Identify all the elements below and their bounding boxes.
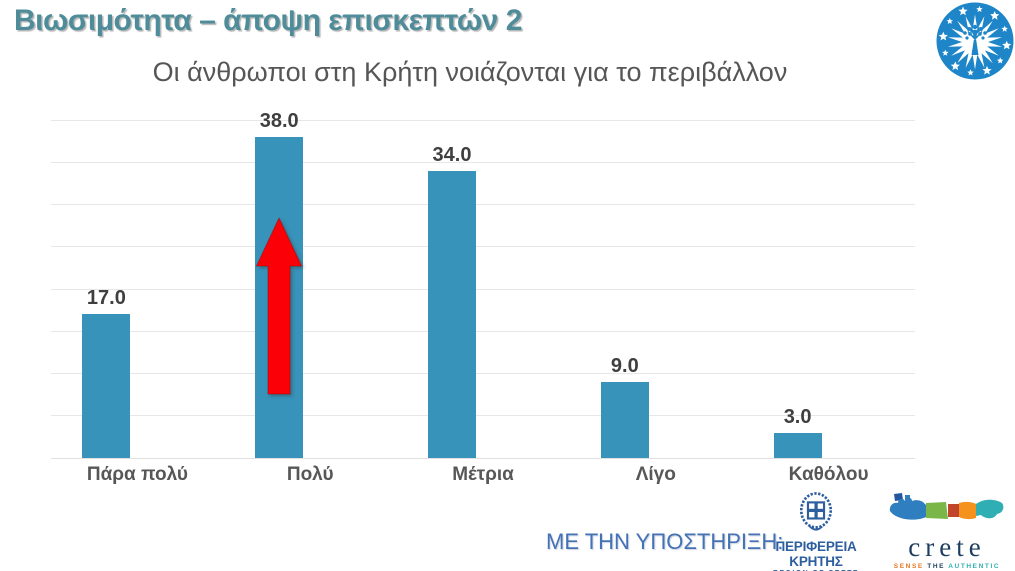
star-icon	[1002, 40, 1012, 50]
region-of-crete-emblem-icon	[799, 492, 833, 531]
star-icon	[958, 6, 968, 16]
island-peninsula2-icon	[905, 495, 910, 500]
region-of-crete-logo: ΠΕΡΙΦΕΡΕΙΑ ΚΡΗΤΗΣ REGION OF CRETE	[751, 490, 881, 571]
gridline	[51, 373, 915, 374]
category-label: Λίγο	[635, 464, 676, 485]
star-icon	[938, 31, 948, 41]
wreath-stem-icon	[809, 525, 823, 531]
gridline	[51, 246, 915, 248]
island-west-icon	[889, 497, 926, 520]
island-orange-icon	[959, 501, 976, 520]
crete-wordmark: crete	[908, 532, 986, 562]
bar	[600, 381, 649, 458]
bar	[82, 314, 131, 458]
crete-tagline-word2: THE	[927, 563, 946, 570]
gridline	[51, 415, 915, 417]
bar-value-label: 38.0	[259, 109, 299, 132]
star-icon	[990, 11, 1000, 20]
bar-value-label: 9.0	[610, 354, 639, 377]
category-label: Μέτρια	[452, 464, 514, 485]
bar-value-label: 34.0	[432, 143, 472, 166]
bar	[428, 170, 476, 458]
category-label: Καθόλου	[788, 464, 869, 485]
gridline	[51, 457, 915, 459]
bar-value-label: 3.0	[783, 405, 812, 428]
island-red-icon	[948, 504, 959, 517]
region-of-crete-name-el: ΠΕΡΙΦΕΡΕΙΑ ΚΡΗΤΗΣ	[775, 539, 857, 569]
crete-tagline: SENSE THE AUTHENTIC	[886, 563, 1008, 570]
star-icon	[946, 17, 953, 24]
crete-tagline-word1: SENSE	[893, 563, 924, 570]
gridline	[51, 119, 915, 121]
star-icon	[967, 69, 974, 76]
crete-tagline-word3: AUTHENTIC	[948, 563, 1001, 570]
support-label: ΜΕ ΤΗΝ ΥΠΟΣΤΗΡΙΞΗ:	[546, 529, 784, 554]
star-icon	[950, 61, 960, 71]
crete-island-map-icon	[889, 493, 1004, 520]
cross-horizontal-icon	[807, 508, 825, 513]
category-label: Πάρα πολύ	[86, 464, 188, 485]
bar-value-label: 17.0	[86, 287, 126, 310]
island-green-icon	[926, 502, 948, 519]
slide-title: Βιωσιμότητα – άποψη επισκεπτών 2	[14, 4, 522, 37]
island-east-icon	[976, 499, 1004, 519]
star-icon	[982, 65, 992, 75]
star-icon	[976, 5, 983, 13]
red-up-arrow-icon	[255, 216, 303, 395]
chart-title: Οι άνθρωποι στη Κρήτη νοιάζονται για το …	[152, 57, 788, 87]
gridline	[51, 204, 915, 205]
star-icon	[997, 57, 1004, 64]
star-icon	[942, 49, 949, 56]
crete-logo: crete SENSE THE AUTHENTIC	[886, 490, 1008, 570]
bar	[773, 432, 822, 458]
tree-stars-logo-icon	[936, 2, 1014, 80]
star-icon	[1001, 25, 1008, 32]
category-label: Πολύ	[286, 464, 334, 485]
gridline	[51, 288, 915, 290]
gridline	[51, 161, 915, 163]
gridline	[51, 330, 915, 332]
